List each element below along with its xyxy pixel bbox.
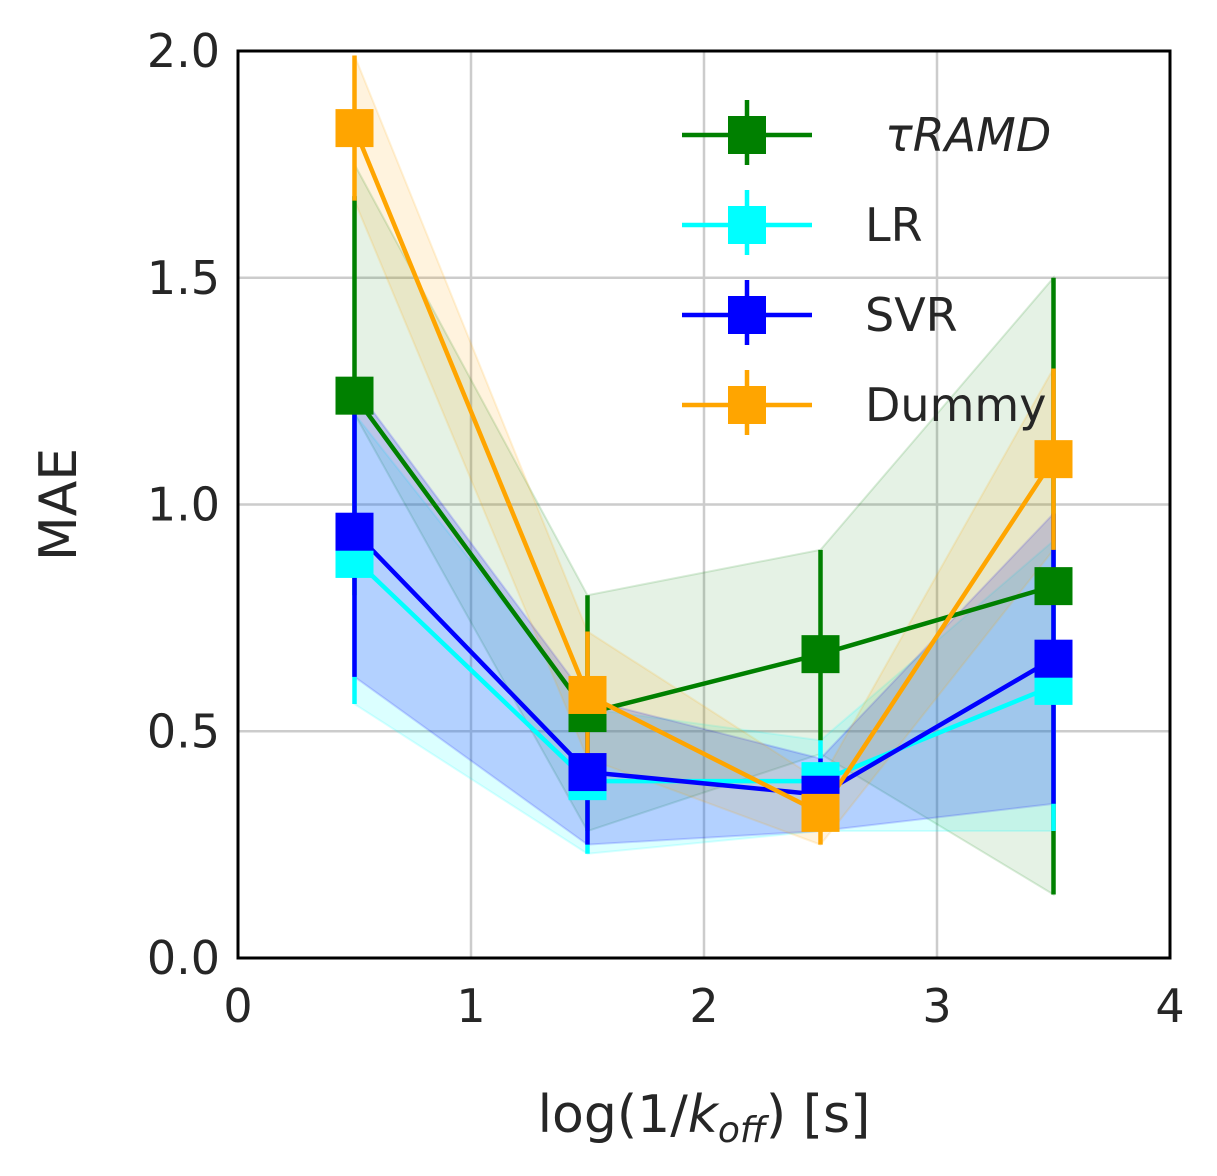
- series-2-point-1: [568, 753, 607, 792]
- series-markers: [335, 109, 1073, 832]
- series-2-point-0: [335, 512, 374, 551]
- series-3-point-0: [335, 109, 374, 148]
- y-tick-label-1: 0.5: [147, 704, 220, 758]
- legend-marker-2: [728, 296, 766, 334]
- legend-marker-3: [728, 386, 766, 424]
- y-tick-label-2: 1.0: [147, 478, 220, 532]
- x-tick-label-3: 3: [922, 979, 951, 1033]
- series-3-line: [352, 127, 1056, 816]
- series-lines: [352, 127, 1056, 816]
- legend-label-1: LR: [865, 198, 923, 252]
- series-1-line: [352, 557, 1055, 784]
- series-2-line: [352, 530, 1055, 798]
- y-tick-label-3: 1.5: [147, 251, 220, 305]
- grid-lines: [238, 51, 1170, 958]
- x-tick-label-0: 0: [223, 979, 252, 1033]
- plot-frame: [236, 49, 1172, 960]
- x-tick-label-2: 2: [689, 979, 718, 1033]
- series-3-point-1: [568, 675, 607, 714]
- legend-label-2: SVR: [865, 288, 958, 342]
- x-tick-labels: 0 1 2 3 4: [223, 979, 1184, 1033]
- legend: τRAMD LR SVR Dummy: [682, 100, 1051, 435]
- series-0-point-3: [1034, 567, 1073, 606]
- legend-marker-1: [728, 206, 766, 244]
- x-tick-label-1: 1: [456, 979, 485, 1033]
- y-tick-label-4: 2.0: [147, 24, 220, 78]
- series-3-point-3: [1034, 440, 1073, 479]
- x-axis-label: log(1/koff) [s]: [538, 1085, 871, 1151]
- series-2-point-3: [1034, 639, 1073, 678]
- x-axis-label-part-1: k: [688, 1085, 720, 1145]
- x-axis-label-part-3: ) [s]: [766, 1085, 870, 1145]
- y-axis-label: MAE: [29, 448, 89, 561]
- x-tick-label-4: 4: [1155, 979, 1184, 1033]
- x-axis-label-part-2: off: [718, 1110, 770, 1151]
- legend-label-0: τRAMD: [885, 108, 1051, 162]
- y-tick-labels: 0.0 0.5 1.0 1.5 2.0: [147, 24, 220, 985]
- legend-marker-0: [728, 116, 766, 154]
- series-0-line: [352, 394, 1055, 716]
- y-tick-label-0: 0.0: [147, 931, 220, 985]
- series-0-point-2: [801, 635, 840, 674]
- legend-label-3: Dummy: [865, 378, 1046, 432]
- series-3-point-2: [801, 793, 840, 832]
- series-0-point-0: [335, 376, 374, 415]
- x-axis-label-part-0: log(1/: [538, 1085, 689, 1145]
